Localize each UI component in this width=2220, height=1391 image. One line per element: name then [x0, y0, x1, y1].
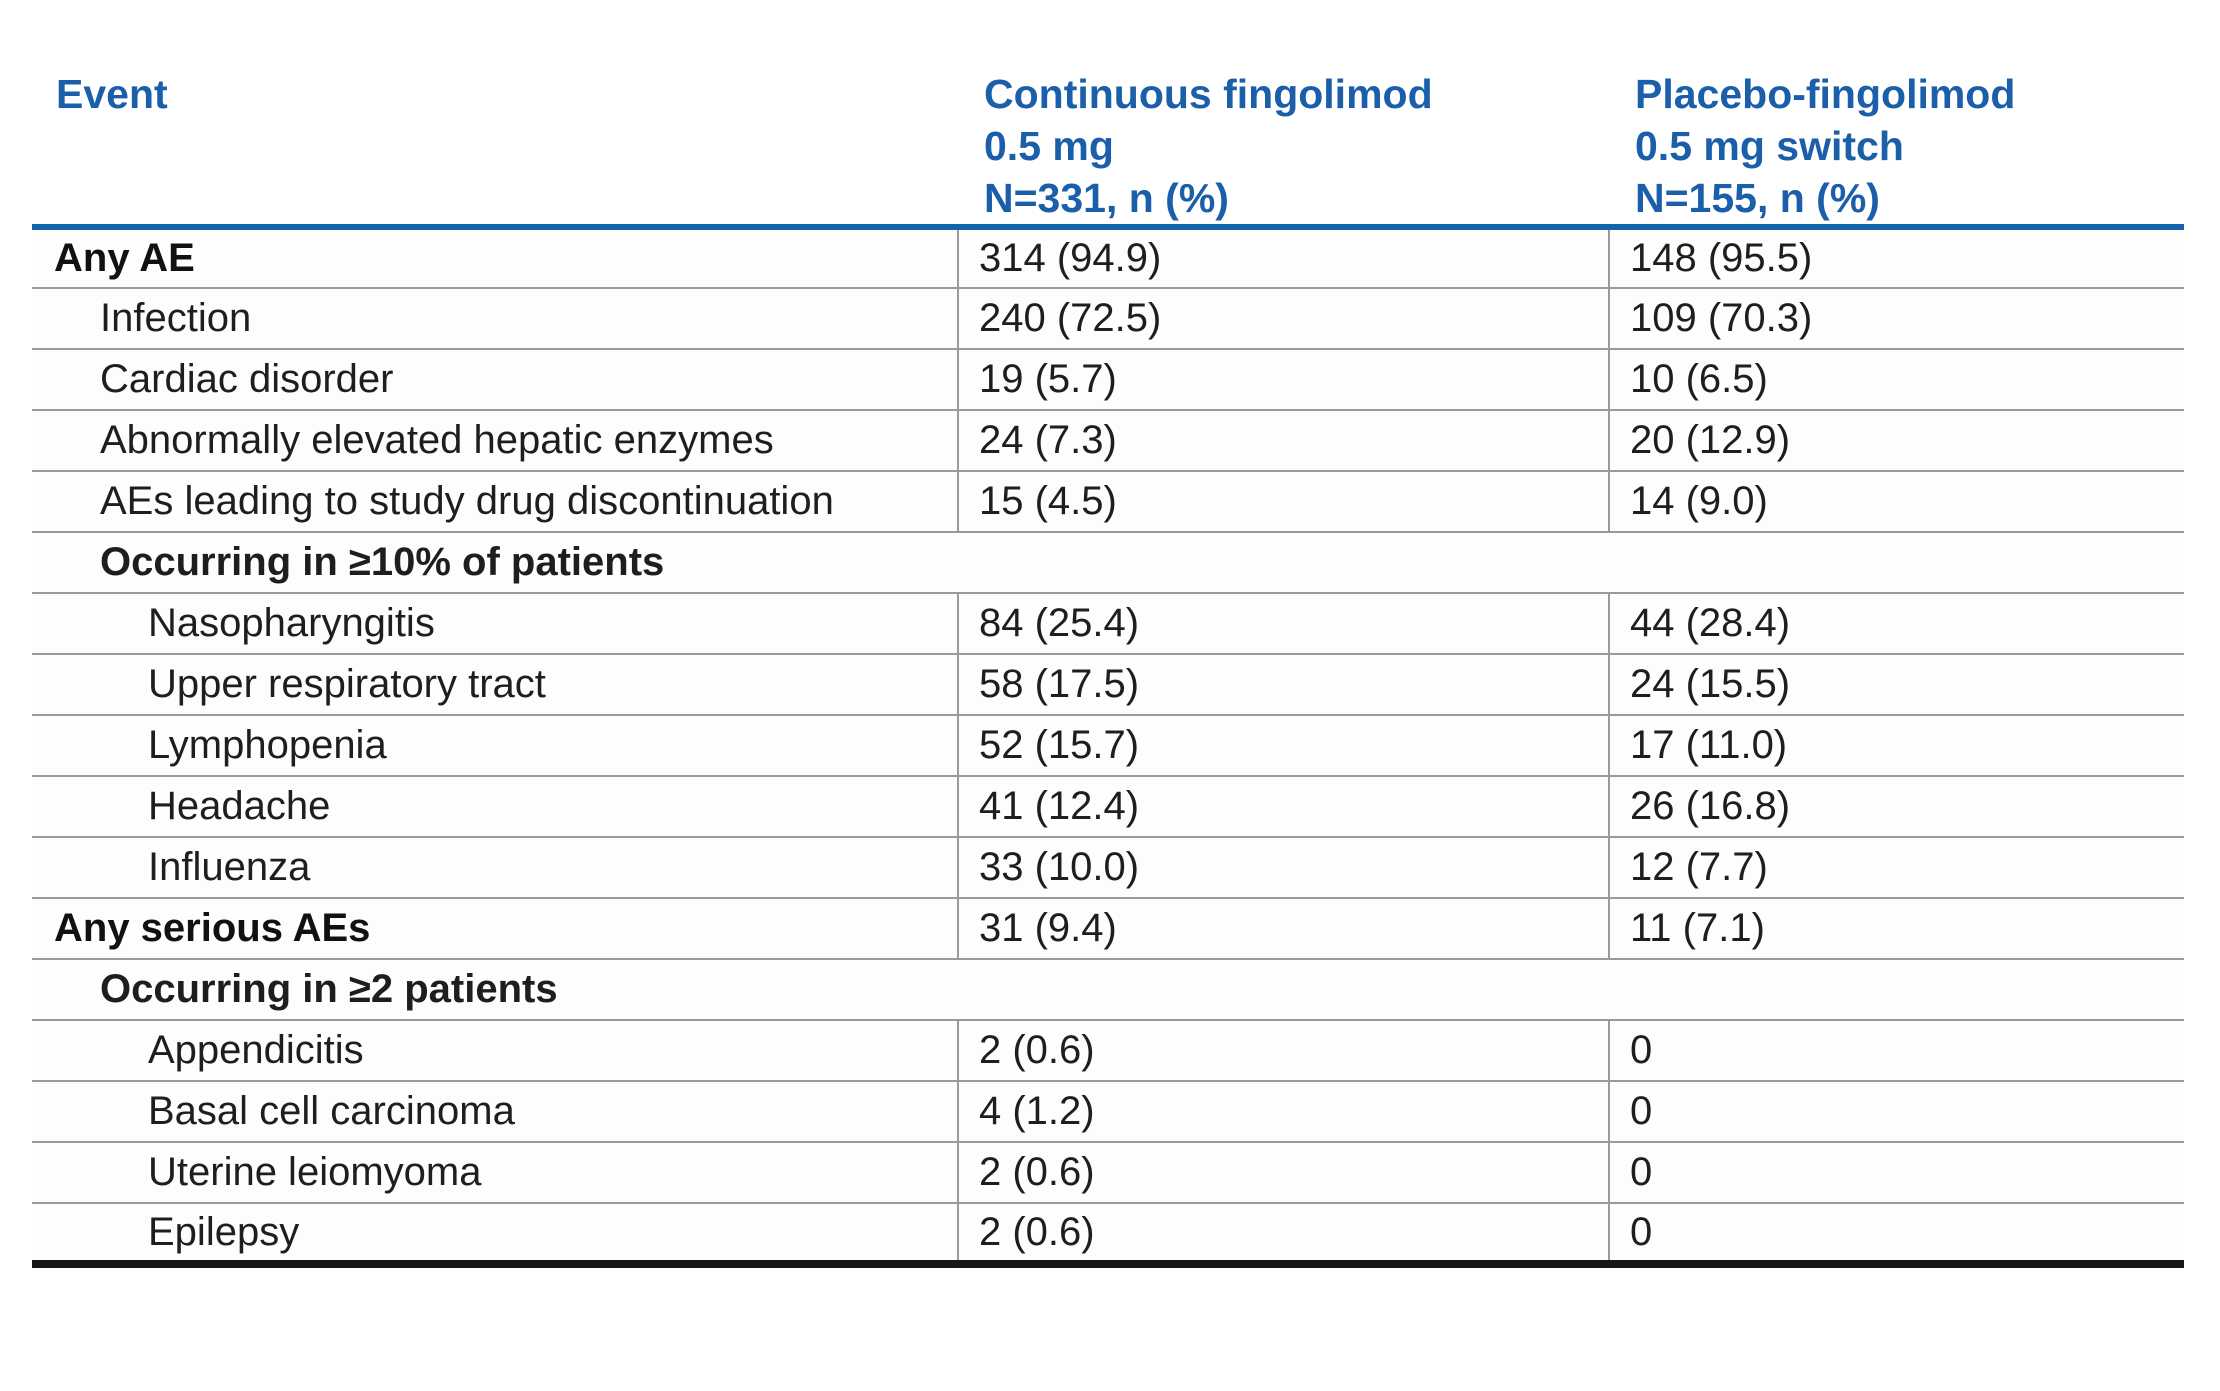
value-cell-continuous: 24 (7.3) [957, 410, 1609, 471]
value-cell-placebo: 0 [1608, 1081, 2184, 1142]
value-cell-continuous: 33 (10.0) [957, 837, 1609, 898]
table-row-hepatic-enzymes: Abnormally elevated hepatic enzymes 24 (… [32, 410, 2184, 471]
event-cell: Upper respiratory tract [32, 654, 958, 715]
value-cell-continuous: 314 (94.9) [957, 227, 1609, 288]
value-cell-continuous: 2 (0.6) [957, 1203, 1609, 1264]
event-cell: Influenza [32, 837, 958, 898]
event-cell: Infection [32, 288, 958, 349]
table-row-infection: Infection 240 (72.5) 109 (70.3) [32, 288, 2184, 349]
event-cell: Appendicitis [32, 1020, 958, 1081]
table-row-epilepsy: Epilepsy 2 (0.6) 0 [32, 1203, 2184, 1264]
value-cell-continuous: 2 (0.6) [957, 1142, 1609, 1203]
value-cell-placebo: 0 [1608, 1020, 2184, 1081]
section-header-row-2patients: Occurring in ≥2 patients [32, 959, 2184, 1020]
event-cell: Any AE [32, 227, 958, 288]
event-cell: Uterine leiomyoma [32, 1142, 958, 1203]
adverse-events-table: Event Continuous fingolimod 0.5 mg N=331… [32, 0, 2184, 1268]
value-cell-placebo: 10 (6.5) [1608, 349, 2184, 410]
value-cell-continuous: 58 (17.5) [957, 654, 1609, 715]
value-cell-placebo: 14 (9.0) [1608, 471, 2184, 532]
event-cell: Lymphopenia [32, 715, 958, 776]
table-row-lymphopenia: Lymphopenia 52 (15.7) 17 (11.0) [32, 715, 2184, 776]
value-cell-continuous: 240 (72.5) [957, 288, 1609, 349]
column-header-placebo: Placebo-fingolimod 0.5 mg switch N=155, … [1609, 0, 2184, 227]
event-cell: Abnormally elevated hepatic enzymes [32, 410, 958, 471]
column-header-event-label: Event [56, 71, 168, 117]
table-row-influenza: Influenza 33 (10.0) 12 (7.7) [32, 837, 2184, 898]
value-cell-continuous: 41 (12.4) [957, 776, 1609, 837]
value-cell-placebo: 11 (7.1) [1608, 898, 2184, 959]
event-cell: Nasopharyngitis [32, 593, 958, 654]
table-row-any-serious-aes: Any serious AEs 31 (9.4) 11 (7.1) [32, 898, 2184, 959]
value-cell-continuous: 4 (1.2) [957, 1081, 1609, 1142]
section-header-row-10pct: Occurring in ≥10% of patients [32, 532, 2184, 593]
column-header-placebo-line1: Placebo-fingolimod [1635, 71, 2016, 117]
value-cell-placebo: 44 (28.4) [1608, 593, 2184, 654]
table-row-appendicitis: Appendicitis 2 (0.6) 0 [32, 1020, 2184, 1081]
event-cell: Any serious AEs [32, 898, 958, 959]
column-header-continuous-line2: 0.5 mg [984, 123, 1114, 169]
column-header-continuous: Continuous fingolimod 0.5 mg N=331, n (%… [958, 0, 1609, 227]
value-cell-continuous: 2 (0.6) [957, 1020, 1609, 1081]
event-cell: AEs leading to study drug discontinuatio… [32, 471, 958, 532]
value-cell-placebo: 0 [1608, 1203, 2184, 1264]
value-cell-placebo: 24 (15.5) [1608, 654, 2184, 715]
column-header-placebo-line2: 0.5 mg switch [1635, 123, 1904, 169]
table-row-upper-respiratory: Upper respiratory tract 58 (17.5) 24 (15… [32, 654, 2184, 715]
table-row-discontinuation: AEs leading to study drug discontinuatio… [32, 471, 2184, 532]
section-header: Occurring in ≥2 patients [32, 959, 2184, 1020]
value-cell-placebo: 12 (7.7) [1608, 837, 2184, 898]
event-cell: Headache [32, 776, 958, 837]
column-header-placebo-line3: N=155, n (%) [1635, 175, 1880, 221]
value-cell-placebo: 109 (70.3) [1608, 288, 2184, 349]
value-cell-continuous: 31 (9.4) [957, 898, 1609, 959]
table-row-any-ae: Any AE 314 (94.9) 148 (95.5) [32, 227, 2184, 288]
value-cell-placebo: 20 (12.9) [1608, 410, 2184, 471]
section-header: Occurring in ≥10% of patients [32, 532, 2184, 593]
value-cell-placebo: 0 [1608, 1142, 2184, 1203]
value-cell-placebo: 148 (95.5) [1608, 227, 2184, 288]
column-header-continuous-line3: N=331, n (%) [984, 175, 1229, 221]
table-row-headache: Headache 41 (12.4) 26 (16.8) [32, 776, 2184, 837]
table-row-uterine-leiomyoma: Uterine leiomyoma 2 (0.6) 0 [32, 1142, 2184, 1203]
table-row-nasopharyngitis: Nasopharyngitis 84 (25.4) 44 (28.4) [32, 593, 2184, 654]
value-cell-placebo: 26 (16.8) [1608, 776, 2184, 837]
value-cell-continuous: 84 (25.4) [957, 593, 1609, 654]
column-header-continuous-line1: Continuous fingolimod [984, 71, 1433, 117]
value-cell-placebo: 17 (11.0) [1608, 715, 2184, 776]
value-cell-continuous: 52 (15.7) [957, 715, 1609, 776]
event-cell: Cardiac disorder [32, 349, 958, 410]
table-row-basal-cell-carcinoma: Basal cell carcinoma 4 (1.2) 0 [32, 1081, 2184, 1142]
table-row-cardiac-disorder: Cardiac disorder 19 (5.7) 10 (6.5) [32, 349, 2184, 410]
event-cell: Epilepsy [32, 1203, 958, 1264]
table-header-row: Event Continuous fingolimod 0.5 mg N=331… [32, 0, 2184, 227]
value-cell-continuous: 19 (5.7) [957, 349, 1609, 410]
value-cell-continuous: 15 (4.5) [957, 471, 1609, 532]
event-cell: Basal cell carcinoma [32, 1081, 958, 1142]
column-header-event: Event [32, 0, 958, 227]
